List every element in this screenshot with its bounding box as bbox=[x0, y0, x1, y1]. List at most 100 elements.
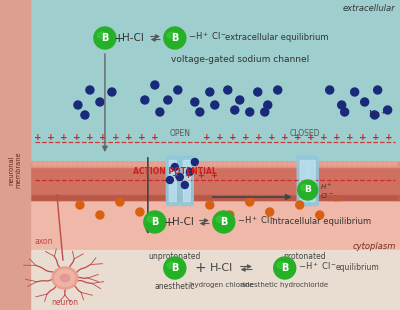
Circle shape bbox=[78, 196, 82, 200]
Ellipse shape bbox=[52, 267, 78, 289]
Ellipse shape bbox=[301, 184, 310, 191]
Bar bbox=[30, 200, 400, 250]
Circle shape bbox=[246, 108, 254, 116]
Circle shape bbox=[38, 162, 42, 166]
Circle shape bbox=[368, 162, 372, 166]
Text: +: + bbox=[138, 134, 146, 143]
Circle shape bbox=[93, 162, 97, 166]
Text: +: + bbox=[47, 134, 55, 143]
Circle shape bbox=[238, 196, 242, 200]
Circle shape bbox=[298, 196, 302, 200]
Text: H-Cl: H-Cl bbox=[122, 33, 144, 43]
Text: +: + bbox=[210, 171, 217, 180]
Circle shape bbox=[338, 162, 342, 166]
Circle shape bbox=[231, 106, 239, 114]
Ellipse shape bbox=[167, 32, 177, 38]
Circle shape bbox=[368, 196, 372, 200]
Circle shape bbox=[68, 196, 72, 200]
Ellipse shape bbox=[97, 32, 107, 38]
Text: +: + bbox=[164, 215, 174, 228]
Circle shape bbox=[98, 162, 102, 166]
Circle shape bbox=[76, 201, 84, 209]
Text: +: + bbox=[60, 134, 68, 143]
Circle shape bbox=[351, 88, 359, 96]
Circle shape bbox=[108, 196, 112, 200]
Text: anesthetic: anesthetic bbox=[155, 282, 195, 291]
Circle shape bbox=[352, 196, 357, 200]
Circle shape bbox=[258, 162, 262, 166]
Circle shape bbox=[133, 196, 137, 200]
FancyBboxPatch shape bbox=[183, 161, 190, 202]
Circle shape bbox=[246, 198, 254, 206]
Circle shape bbox=[218, 196, 222, 200]
Circle shape bbox=[203, 196, 207, 200]
Circle shape bbox=[103, 196, 107, 200]
Circle shape bbox=[151, 81, 159, 89]
Circle shape bbox=[193, 162, 197, 166]
Text: +: + bbox=[99, 134, 107, 143]
FancyBboxPatch shape bbox=[300, 161, 307, 202]
FancyBboxPatch shape bbox=[180, 157, 193, 206]
Circle shape bbox=[338, 101, 346, 109]
Circle shape bbox=[198, 196, 202, 200]
Circle shape bbox=[322, 162, 327, 166]
Circle shape bbox=[262, 162, 267, 166]
Text: +: + bbox=[320, 134, 328, 143]
Text: Na$^+$: Na$^+$ bbox=[368, 108, 387, 120]
Circle shape bbox=[116, 198, 124, 206]
Circle shape bbox=[63, 162, 67, 166]
Text: axon: axon bbox=[35, 237, 54, 246]
Text: +: + bbox=[197, 171, 204, 180]
Circle shape bbox=[384, 106, 392, 114]
Circle shape bbox=[38, 196, 42, 200]
Circle shape bbox=[178, 162, 182, 166]
Text: +: + bbox=[359, 134, 366, 143]
Circle shape bbox=[108, 162, 112, 166]
Text: $\mathregular{-H^+\ Cl^-}$: $\mathregular{-H^+\ Cl^-}$ bbox=[298, 260, 337, 272]
Circle shape bbox=[342, 196, 347, 200]
Circle shape bbox=[211, 101, 219, 109]
Circle shape bbox=[358, 162, 362, 166]
Text: +: + bbox=[73, 134, 81, 143]
Text: voltage-gated sodium channel: voltage-gated sodium channel bbox=[171, 55, 309, 64]
Text: +: + bbox=[203, 134, 211, 143]
Circle shape bbox=[348, 162, 352, 166]
FancyBboxPatch shape bbox=[169, 161, 176, 202]
Circle shape bbox=[232, 196, 237, 200]
Circle shape bbox=[48, 196, 52, 200]
Circle shape bbox=[178, 196, 182, 200]
Circle shape bbox=[113, 196, 117, 200]
Text: intracellular equilibrium: intracellular equilibrium bbox=[270, 218, 371, 227]
Circle shape bbox=[98, 196, 102, 200]
Ellipse shape bbox=[147, 216, 157, 223]
Circle shape bbox=[242, 196, 247, 200]
Text: B: B bbox=[101, 33, 108, 43]
Ellipse shape bbox=[167, 262, 177, 268]
Text: $\mathregular{-H^+\ Cl^-}$: $\mathregular{-H^+\ Cl^-}$ bbox=[237, 214, 276, 226]
Circle shape bbox=[252, 162, 257, 166]
Circle shape bbox=[222, 196, 227, 200]
Circle shape bbox=[358, 196, 362, 200]
Circle shape bbox=[96, 98, 104, 106]
Circle shape bbox=[123, 162, 127, 166]
Circle shape bbox=[133, 162, 137, 166]
Circle shape bbox=[238, 162, 242, 166]
Circle shape bbox=[158, 162, 162, 166]
Circle shape bbox=[224, 86, 232, 94]
Circle shape bbox=[138, 162, 142, 166]
Circle shape bbox=[272, 196, 277, 200]
Circle shape bbox=[282, 196, 287, 200]
Circle shape bbox=[103, 162, 107, 166]
Circle shape bbox=[73, 196, 77, 200]
Text: +: + bbox=[194, 261, 206, 275]
Text: +: + bbox=[171, 171, 178, 180]
Ellipse shape bbox=[216, 216, 226, 223]
Text: +: + bbox=[86, 134, 94, 143]
Circle shape bbox=[206, 88, 214, 96]
Text: +: + bbox=[372, 134, 380, 143]
Circle shape bbox=[53, 196, 57, 200]
Text: $K^+$: $K^+$ bbox=[333, 195, 344, 205]
Circle shape bbox=[361, 98, 369, 106]
Circle shape bbox=[168, 196, 172, 200]
Circle shape bbox=[254, 88, 262, 96]
